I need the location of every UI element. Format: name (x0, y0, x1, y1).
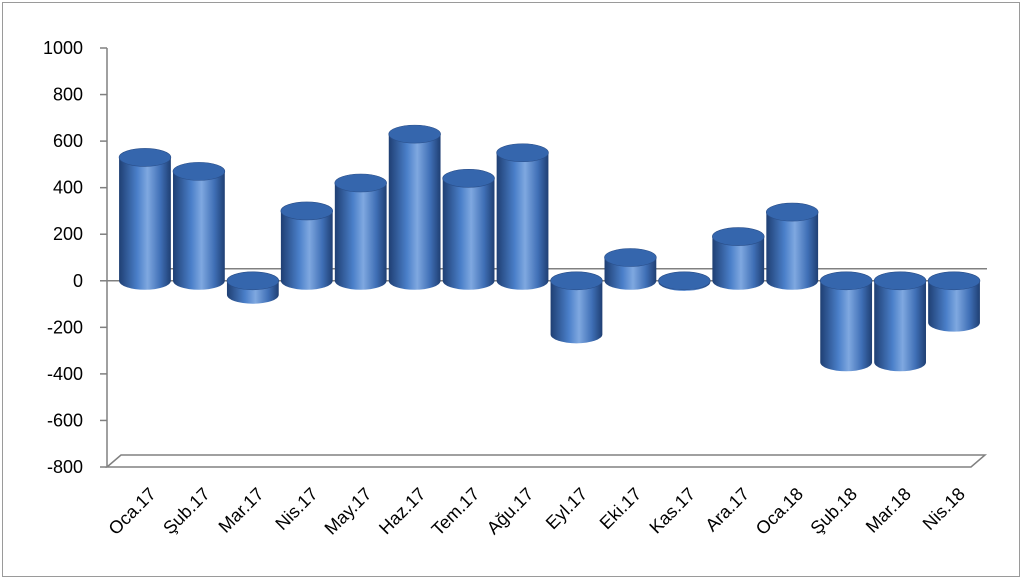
bar-cap (496, 143, 549, 163)
x-category-label: May.17 (321, 484, 376, 539)
bar-body (173, 171, 225, 290)
bar (927, 271, 981, 332)
x-category-label: Ara.17 (701, 484, 753, 536)
bar-cap (118, 148, 172, 167)
y-tick-label: 1000 (43, 38, 83, 58)
x-category-label: Eki.17 (596, 484, 646, 534)
y-tick-label: 0 (73, 271, 83, 291)
bar-body (442, 178, 495, 290)
bar (334, 173, 387, 290)
x-category-label: Şub.17 (159, 484, 213, 538)
x-category-label: Mar.17 (215, 484, 268, 537)
bar-cap (712, 227, 765, 246)
bar-body (388, 134, 441, 290)
x-category-label: Ağu.17 (483, 484, 537, 538)
bar-cap (766, 202, 819, 222)
x-category-label: Haz.17 (375, 484, 429, 538)
y-tick-label: 200 (53, 224, 83, 244)
bar-cap (334, 173, 387, 193)
bar (442, 169, 495, 290)
bar (712, 227, 765, 290)
bar-cap (927, 271, 981, 291)
x-category-label: Nis.17 (271, 484, 321, 534)
bar-cap (226, 271, 280, 291)
bar (496, 143, 549, 290)
bar-body (712, 236, 765, 290)
bar-cap (604, 248, 657, 267)
bar-body (820, 280, 873, 372)
bar-cap (819, 271, 873, 291)
x-category-label: Eyl.17 (542, 484, 592, 534)
bar-body (766, 212, 819, 290)
bar (280, 201, 333, 290)
bar-cap (442, 169, 495, 188)
bar (819, 271, 873, 372)
y-tick-label: 800 (53, 85, 83, 105)
bar (118, 148, 172, 290)
bar (388, 124, 441, 290)
bar (226, 271, 280, 304)
y-tick-label: -200 (47, 317, 83, 337)
bar-body (874, 280, 926, 372)
bar (172, 162, 226, 290)
x-category-label: Kas.17 (645, 484, 699, 538)
bar-body (928, 280, 980, 332)
bar-cap (658, 271, 711, 291)
chart-floor-plane (104, 454, 988, 468)
y-tick-label: -600 (47, 410, 83, 430)
x-category-label: Nis.18 (919, 484, 969, 534)
x-category-label: Tem.17 (428, 484, 484, 540)
bar-cap (172, 162, 226, 181)
bar-body (550, 280, 603, 344)
bar-cap (873, 271, 927, 291)
y-tick-label: -400 (47, 364, 83, 384)
x-category-label: Oca.17 (105, 484, 160, 539)
bar-body (334, 183, 387, 290)
y-tick-label: 400 (53, 178, 83, 198)
x-category-label: Şub.18 (806, 484, 860, 538)
bar (766, 202, 819, 290)
x-category-label: Oca.18 (752, 484, 807, 539)
bar-body (496, 152, 549, 290)
y-tick-label: 600 (53, 131, 83, 151)
bar (873, 271, 927, 372)
bar (550, 271, 603, 344)
bar-body (119, 157, 171, 290)
bar-body (280, 210, 333, 290)
bar-cap (388, 124, 441, 144)
bar-cap (550, 271, 603, 291)
x-category-label: Mar.18 (862, 484, 915, 537)
chart-floor (104, 454, 988, 468)
bar (658, 271, 711, 291)
bar-cap (280, 201, 333, 221)
y-tick-label: -800 (47, 457, 83, 477)
bar (604, 248, 657, 290)
bars-layer (118, 124, 981, 372)
